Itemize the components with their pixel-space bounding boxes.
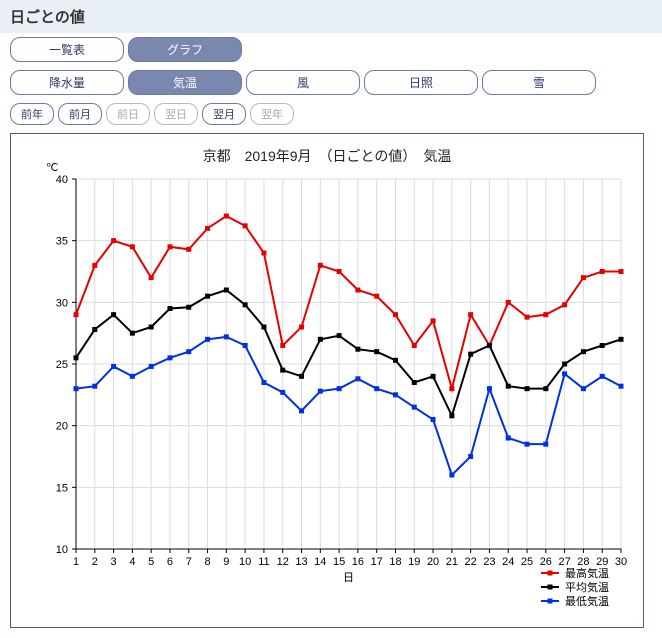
svg-text:7: 7 <box>186 556 192 568</box>
svg-text:15: 15 <box>333 556 345 568</box>
metric-tabs: 降水量気温風日照雪 <box>0 66 662 99</box>
svg-text:17: 17 <box>371 556 383 568</box>
svg-text:最低気温: 最低気温 <box>565 594 609 608</box>
svg-text:22: 22 <box>465 556 477 568</box>
nav-btn-2: 前日 <box>106 103 150 125</box>
svg-text:19: 19 <box>408 556 420 568</box>
temperature-line-chart: 1015202530354012345678910111213141516171… <box>11 134 643 627</box>
nav-btn-0[interactable]: 前年 <box>10 103 54 125</box>
svg-text:日: 日 <box>343 572 354 584</box>
svg-text:4: 4 <box>129 556 135 568</box>
svg-text:平均気温: 平均気温 <box>565 580 609 594</box>
svg-text:11: 11 <box>258 556 269 568</box>
svg-text:18: 18 <box>389 556 401 568</box>
svg-text:23: 23 <box>483 556 495 568</box>
page-title: 日ごとの値 <box>0 0 662 33</box>
svg-text:10: 10 <box>239 556 251 568</box>
svg-text:27: 27 <box>558 556 570 568</box>
svg-text:15: 15 <box>56 482 68 494</box>
svg-text:40: 40 <box>56 174 68 186</box>
svg-text:29: 29 <box>596 556 608 568</box>
svg-text:5: 5 <box>148 556 154 568</box>
svg-text:25: 25 <box>521 556 533 568</box>
nav-buttons: 前年前月前日翌日翌月翌年 <box>0 99 662 129</box>
svg-text:28: 28 <box>577 556 589 568</box>
svg-text:8: 8 <box>204 556 210 568</box>
metric-tab-2[interactable]: 風 <box>246 70 360 95</box>
svg-text:24: 24 <box>502 556 514 568</box>
view-tab-0[interactable]: 一覧表 <box>10 37 124 62</box>
svg-text:20: 20 <box>56 421 68 433</box>
metric-tab-3[interactable]: 日照 <box>364 70 478 95</box>
svg-text:26: 26 <box>540 556 552 568</box>
chart-title: 京都 2019年9月 （日ごとの値） 気温 <box>11 146 643 166</box>
svg-text:30: 30 <box>615 556 627 568</box>
svg-text:21: 21 <box>446 556 458 568</box>
svg-text:最高気温: 最高気温 <box>565 566 609 580</box>
nav-btn-1[interactable]: 前月 <box>58 103 102 125</box>
view-tabs: 一覧表グラフ <box>0 33 662 66</box>
svg-text:12: 12 <box>277 556 289 568</box>
nav-btn-4[interactable]: 翌月 <box>202 103 246 125</box>
svg-text:20: 20 <box>427 556 439 568</box>
svg-text:25: 25 <box>56 359 68 371</box>
svg-text:9: 9 <box>223 556 229 568</box>
svg-text:10: 10 <box>56 544 68 556</box>
svg-text:2: 2 <box>92 556 98 568</box>
nav-btn-5: 翌年 <box>250 103 294 125</box>
svg-text:6: 6 <box>167 556 173 568</box>
metric-tab-4[interactable]: 雪 <box>482 70 596 95</box>
svg-text:35: 35 <box>56 236 68 248</box>
svg-text:16: 16 <box>352 556 364 568</box>
svg-text:13: 13 <box>295 556 307 568</box>
chart-container: 京都 2019年9月 （日ごとの値） 気温 101520253035401234… <box>10 133 644 628</box>
nav-btn-3: 翌日 <box>154 103 198 125</box>
svg-text:3: 3 <box>111 556 117 568</box>
svg-text:30: 30 <box>56 297 68 309</box>
svg-text:14: 14 <box>314 556 326 568</box>
metric-tab-1[interactable]: 気温 <box>128 70 242 95</box>
view-tab-1[interactable]: グラフ <box>128 37 242 62</box>
svg-text:1: 1 <box>73 556 79 568</box>
metric-tab-0[interactable]: 降水量 <box>10 70 124 95</box>
